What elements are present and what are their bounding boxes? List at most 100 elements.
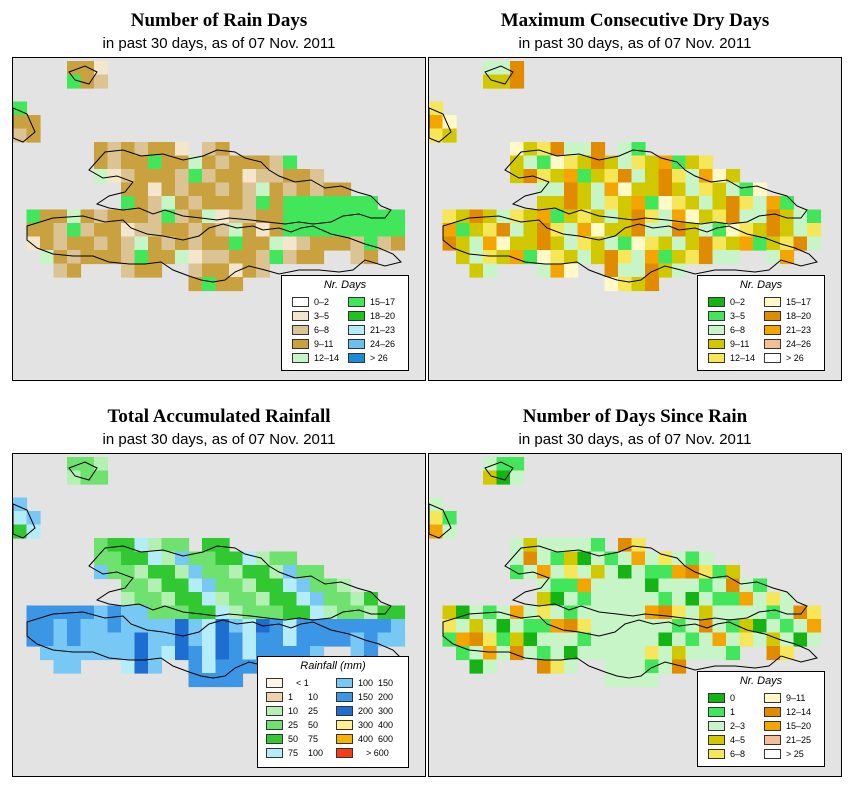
grid-cell: [591, 236, 606, 251]
grid-cell: [564, 263, 579, 278]
map-rain-days: [13, 61, 406, 292]
grid-cell: [80, 236, 95, 251]
grid-cell: [161, 578, 176, 593]
legend-label: 21–25: [786, 735, 812, 745]
grid-cell: [631, 142, 646, 157]
grid-cell: [283, 155, 298, 170]
legend-label: 3–5: [730, 311, 746, 321]
coastline: [13, 65, 402, 283]
grid-cell: [107, 632, 122, 647]
grid-cell: [645, 605, 660, 620]
grid-cell: [658, 646, 673, 661]
grid-cell: [591, 578, 606, 593]
map-frame: Nr. Days 0–2 3–5 6–8 9–11 12–14 15–17 18–20 21–…: [12, 57, 426, 381]
legend-label-high: < 1: [296, 678, 309, 688]
grid-cell: [148, 578, 163, 593]
grid-cell: [188, 196, 203, 211]
grid-cell: [188, 673, 203, 688]
grid-cell: [175, 223, 190, 238]
legend-swatch: [336, 720, 353, 730]
grid-cell: [202, 223, 217, 238]
grid-cell: [256, 605, 271, 620]
grid-cell: [134, 209, 149, 224]
grid-cell: [229, 196, 244, 211]
grid-cell: [523, 538, 538, 553]
grid-cell: [604, 673, 619, 688]
grid-cell: [53, 263, 68, 278]
grid-cell: [483, 236, 498, 251]
grid-cell: [523, 646, 538, 661]
grid-cell: [134, 659, 149, 674]
grid-cell: [269, 209, 284, 224]
legend-entry: 15–17: [348, 296, 402, 308]
grid-cell: [188, 223, 203, 238]
grid-cell: [188, 155, 203, 170]
grid-cell: [618, 605, 633, 620]
panel-since-rain: Number of Days Since Rain in past 30 day…: [428, 396, 842, 781]
legend-label-low: 10: [288, 706, 299, 716]
grid-cell: [94, 457, 109, 472]
grid-cell: [645, 155, 660, 170]
legend-label-low: 1: [288, 692, 294, 702]
grid-cell: [672, 263, 687, 278]
grid-cell: [645, 632, 660, 647]
grid-cell: [161, 142, 176, 157]
grid-cell: [510, 470, 525, 485]
grid-cell: [121, 196, 136, 211]
grid-cell: [94, 61, 109, 76]
grid-cell: [188, 169, 203, 184]
grid-cell: [67, 263, 82, 278]
grid-cell: [712, 578, 727, 593]
grid-cell: [296, 182, 311, 197]
grid-cell: [134, 182, 149, 197]
legend-swatch: [292, 325, 309, 335]
grid-cell: [604, 155, 619, 170]
grid-cell: [604, 263, 619, 278]
legend-entry: 50 75: [266, 733, 332, 745]
grid-cell: [712, 169, 727, 184]
grid-cell: [377, 223, 392, 238]
grid-cell: [337, 592, 352, 607]
legend-swatch: [764, 339, 781, 349]
legend-label-low: 200: [358, 706, 374, 716]
grid-cell: [323, 196, 338, 211]
legend-entry: < 1: [266, 677, 332, 689]
grid-cell: [202, 592, 217, 607]
legend-entry: 300 400: [336, 719, 402, 731]
grid-cell: [148, 551, 163, 566]
grid-cell: [604, 169, 619, 184]
grid-cell: [215, 142, 230, 157]
grid-cell: [672, 646, 687, 661]
grid-cell: [658, 619, 673, 634]
legend-swatch: [336, 706, 353, 716]
grid-cell: [364, 619, 379, 634]
grid-cell: [134, 551, 149, 566]
grid-cell: [148, 182, 163, 197]
grid-cell: [107, 142, 122, 157]
grid-cell: [469, 619, 484, 634]
legend-label-high: 25: [308, 706, 319, 716]
legend-label: > 26: [370, 353, 388, 363]
grid-cell: [456, 236, 471, 251]
grid-cell: [672, 209, 687, 224]
grid-cell: [712, 605, 727, 620]
grid-cell: [645, 223, 660, 238]
grid-cell: [242, 169, 257, 184]
grid-cell: [269, 196, 284, 211]
grid-cell: [26, 511, 41, 526]
grid-cell: [121, 250, 136, 265]
grid-cell: [645, 277, 660, 292]
grid-cell: [793, 605, 808, 620]
grid-cell: [188, 209, 203, 224]
grid-cell: [188, 578, 203, 593]
grid-cell: [496, 646, 511, 661]
grid-cell: [229, 182, 244, 197]
legend-label: 15–20: [786, 721, 812, 731]
grid-cell: [564, 250, 579, 265]
grid-cell: [310, 632, 325, 647]
grid-cell: [712, 592, 727, 607]
grid-cell: [323, 578, 338, 593]
grid-cell: [229, 551, 244, 566]
grid-cell: [618, 592, 633, 607]
grid-cell: [269, 619, 284, 634]
